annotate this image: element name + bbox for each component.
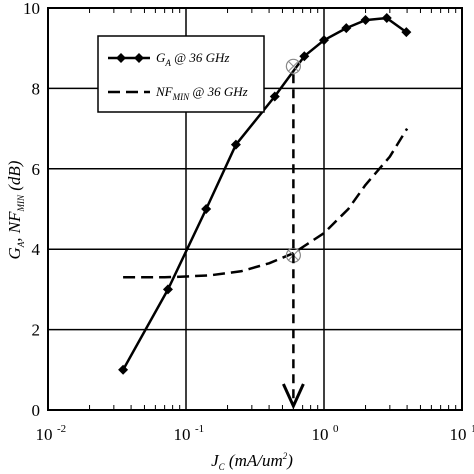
y-tick-label: 0 bbox=[32, 401, 41, 420]
y-tick-label: 6 bbox=[32, 160, 41, 179]
y-tick-label: 10 bbox=[23, 0, 40, 18]
annotation-cross bbox=[288, 60, 299, 72]
legend-label-nf: NFMIN @ 36 GHz bbox=[155, 84, 248, 102]
x-tick-label: 10 bbox=[36, 425, 53, 444]
data-point-ga bbox=[341, 23, 352, 34]
annotation-arrow-head bbox=[282, 383, 305, 410]
y-tick-label: 4 bbox=[32, 240, 41, 259]
data-point-ga bbox=[118, 364, 129, 375]
data-point-ga bbox=[401, 27, 412, 38]
data-point-ga bbox=[381, 13, 392, 24]
data-point-ga bbox=[319, 35, 329, 46]
ticks-layer: 0 2 4 6 8 10 10 -2 10 -1 10 0 10 1 bbox=[23, 0, 474, 444]
series-layer bbox=[118, 13, 412, 375]
series-line-1 bbox=[123, 127, 409, 279]
x-tick-label: 10 bbox=[312, 425, 329, 444]
x-tick-label: 10 bbox=[174, 425, 191, 444]
x-tick-exponent: 0 bbox=[333, 423, 339, 435]
data-point-ga bbox=[269, 91, 280, 102]
legend-marker-ga bbox=[116, 53, 126, 63]
x-tick-exponent: -2 bbox=[57, 423, 66, 435]
y-tick-label: 2 bbox=[32, 321, 41, 340]
data-point-ga bbox=[230, 139, 241, 150]
data-point-ga bbox=[162, 284, 173, 295]
annotation-circle bbox=[285, 58, 301, 74]
legend: GA @ 36 GHz NFMIN @ 36 GHz bbox=[97, 35, 265, 113]
legend-box bbox=[97, 35, 265, 113]
x-tick-exponent: 1 bbox=[471, 423, 474, 435]
legend-label-ga: GA @ 36 GHz bbox=[156, 50, 229, 68]
y-axis-label: GA, NFMIN (dB) bbox=[5, 160, 26, 259]
legend-marker-ga-2 bbox=[134, 53, 144, 63]
annotation-layer bbox=[282, 58, 305, 410]
data-point-ga bbox=[360, 15, 371, 26]
data-point-ga bbox=[201, 204, 212, 214]
x-axis-label: JC (mA/um2) bbox=[211, 451, 293, 472]
x-tick-label: 10 bbox=[450, 425, 467, 444]
y-tick-label: 8 bbox=[32, 79, 41, 98]
x-tick-exponent: -1 bbox=[195, 423, 204, 435]
data-point-ga bbox=[299, 51, 310, 62]
plot-frame bbox=[47, 7, 463, 411]
